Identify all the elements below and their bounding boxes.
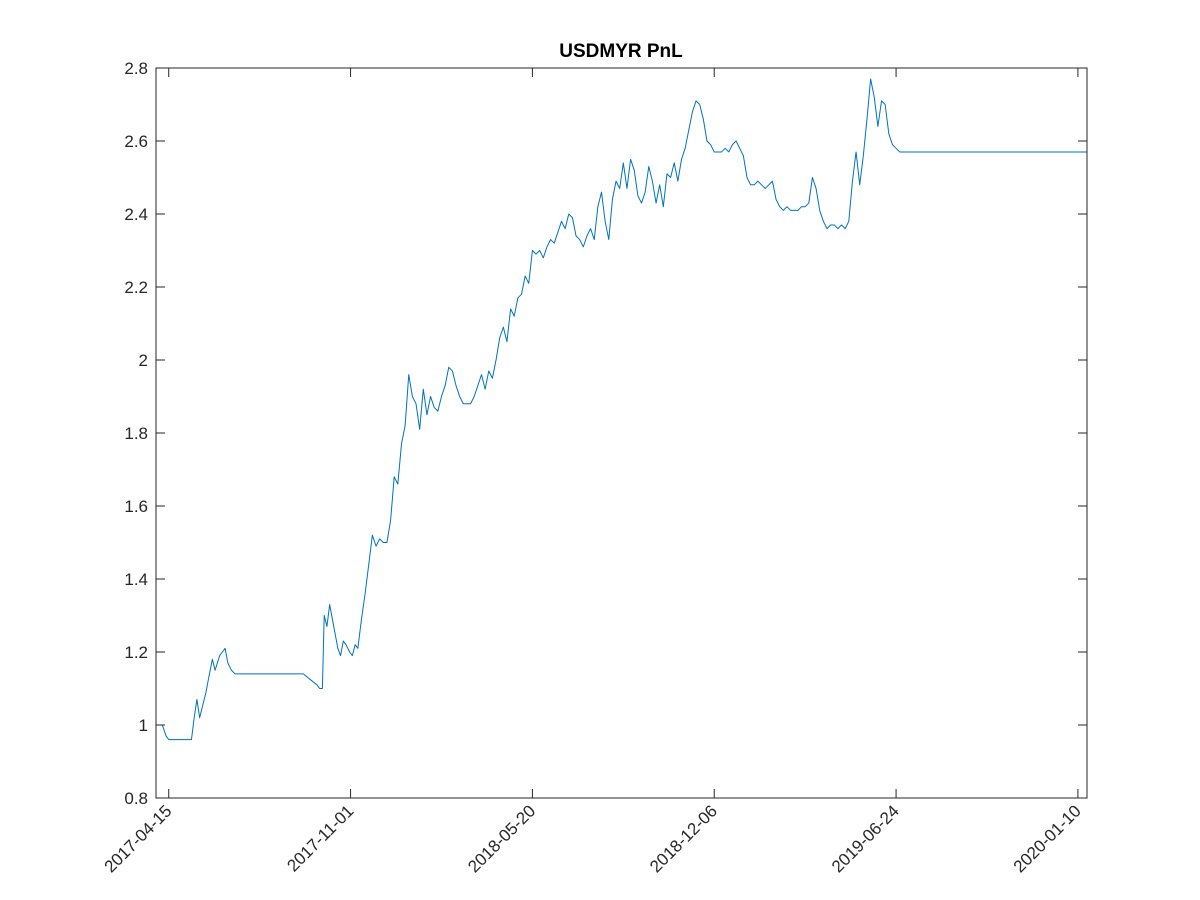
x-tick-label: 2018-12-06 — [646, 801, 721, 876]
series-line-0 — [155, 78, 1088, 741]
y-tick-label: 2.4 — [124, 205, 148, 224]
y-tick-label: 1.6 — [124, 497, 148, 516]
axes-box — [155, 67, 1088, 799]
y-tick-label: 2.8 — [124, 59, 148, 78]
x-tick-label: 2019-06-24 — [828, 801, 903, 876]
series-layer — [155, 78, 1088, 741]
x-tick-label: 2017-11-01 — [283, 801, 357, 875]
y-tick-label: 1.4 — [124, 570, 148, 589]
y-axis: 0.8 1 1.2 1.4 1.6 1.8 2 2.2 2.4 2.6 2.8 — [124, 59, 1087, 808]
chart-title: USDMYR PnL — [559, 41, 683, 62]
x-tick-label: 2017-04-15 — [101, 801, 176, 876]
y-tick-label: 1.2 — [124, 643, 148, 662]
y-tick-label: 2.2 — [124, 278, 148, 297]
y-tick-label: 1.8 — [124, 424, 148, 443]
y-tick-label: 0.8 — [124, 789, 148, 808]
x-tick-label: 2018-05-20 — [464, 801, 539, 876]
x-tick-label: 2020-01-10 — [1010, 801, 1085, 876]
y-tick-label: 2.6 — [124, 132, 148, 151]
y-tick-label: 2 — [139, 351, 148, 370]
y-tick-label: 1 — [139, 716, 148, 735]
plot-area — [156, 68, 1087, 798]
